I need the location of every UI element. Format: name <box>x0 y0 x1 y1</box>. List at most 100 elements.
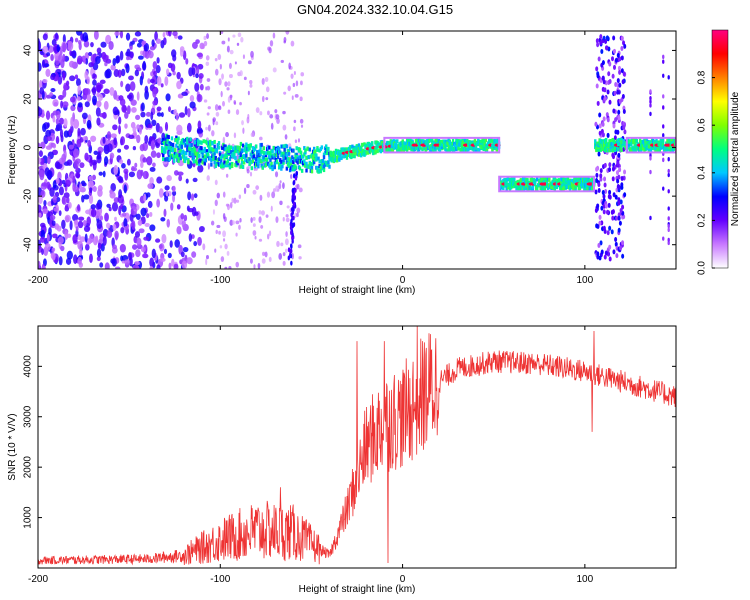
spectrogram-cell <box>506 176 509 181</box>
spectrogram-cell <box>271 191 276 199</box>
spectrogram-cell <box>214 164 217 169</box>
spectrogram-cell <box>42 123 47 132</box>
spectrogram-cell <box>649 103 652 108</box>
spectrogram-cell <box>282 160 285 165</box>
spectrogram-cell <box>291 155 294 160</box>
spectrogram-cell <box>255 185 260 190</box>
spectrogram-cell <box>144 134 149 144</box>
spectrogram-cell <box>616 160 620 166</box>
spectrogram-cell <box>86 76 90 85</box>
spectrogram-cell <box>168 151 172 156</box>
spectrogram-cell <box>226 159 229 164</box>
spectrogram-cell <box>122 212 127 217</box>
spectrogram-cell <box>285 217 290 223</box>
spectrogram-cell <box>560 187 563 192</box>
spectrogram-cell <box>218 230 221 235</box>
spectrogram-cell <box>63 130 69 138</box>
spectrogram-cell <box>205 86 208 91</box>
spectrogram-cell <box>275 216 279 223</box>
spectrogram-cell <box>58 186 64 196</box>
spectrogram-cell <box>312 153 316 158</box>
spectrogram-cell <box>335 155 339 160</box>
spectrogram-cell <box>596 203 600 209</box>
spectrogram-cell <box>207 145 211 150</box>
spectrogram-cell <box>191 67 196 76</box>
spectrogram-cell <box>667 227 670 233</box>
spectrogram-cell <box>131 40 135 45</box>
spectrogram-cell <box>200 150 203 155</box>
spectrogram-cell <box>215 161 219 166</box>
spectrogram-cell <box>136 91 140 101</box>
spectrogram-cell <box>600 205 604 211</box>
spectrogram-cell <box>76 138 82 148</box>
spectrogram-cell <box>572 183 575 188</box>
spectrogram-cell <box>292 173 296 179</box>
spectrogram-cell <box>221 151 225 155</box>
spectrogram-cell <box>583 178 586 183</box>
spectrogram-cell <box>182 138 186 143</box>
spectrogram-cell <box>237 151 240 156</box>
spectrogram-cell <box>229 150 233 155</box>
spectrogram-cell <box>662 124 665 129</box>
spectrogram-cell <box>213 160 216 165</box>
spectrogram-cell <box>46 181 51 190</box>
spectrogram-cell <box>578 186 582 191</box>
spectrogram-y-label: Frequency (Hz) <box>7 116 18 185</box>
spectrogram-cell <box>243 76 247 81</box>
spectrogram-cell <box>487 144 491 149</box>
spectrogram-cell <box>249 258 253 264</box>
spectrogram-cell <box>617 115 621 121</box>
spectrogram-cell <box>574 179 577 184</box>
spectrogram-cell <box>661 139 665 144</box>
spectrogram-cell <box>623 192 627 198</box>
spectrogram-cell <box>620 68 624 74</box>
spectrogram-cell <box>110 64 116 71</box>
spectrogram-cell <box>176 226 182 235</box>
spectrogram-cell <box>73 254 78 265</box>
colorbar-ticks: 0.0 0.2 0.4 0.6 0.8 <box>697 70 715 275</box>
spectrogram-cell <box>177 35 183 40</box>
spectrogram-cell <box>217 141 221 146</box>
spectrogram-cell <box>613 135 617 141</box>
spectrogram-cell <box>408 146 411 151</box>
spectrogram-cell <box>617 65 621 71</box>
spectrogram-cell <box>606 209 610 215</box>
spectrogram-cell <box>405 147 409 152</box>
spectrogram-cell <box>188 233 193 242</box>
spectrogram-cell <box>210 158 213 163</box>
spectrogram-cell <box>617 200 621 206</box>
spectrogram-cell <box>218 152 222 157</box>
spectrogram-cell <box>233 132 237 139</box>
spectrogram-cell <box>134 69 140 77</box>
spectrogram-cell <box>226 87 230 91</box>
spectrogram-cell <box>260 225 264 229</box>
spectrogram-cell <box>87 180 94 189</box>
spectrogram-cell <box>277 146 281 151</box>
spectrogram-cell <box>604 45 608 51</box>
spectrogram-cell <box>230 164 234 169</box>
spectrogram-cell <box>290 244 293 249</box>
spectrogram-cell <box>361 143 364 148</box>
spectrogram-cell <box>614 117 618 123</box>
spectrogram-cell <box>120 227 125 234</box>
spectrogram-cell <box>536 187 539 192</box>
spectrogram-cell <box>505 182 508 187</box>
spectrogram-cell <box>619 245 623 251</box>
spectrogram-cell <box>256 154 259 159</box>
spectrogram-cell <box>191 149 194 154</box>
spectrogram-cell <box>168 262 172 269</box>
spectrogram-cell <box>40 222 46 228</box>
x-tick-label: -200 <box>28 275 48 286</box>
spectrogram-cell <box>235 199 240 203</box>
spectrogram-cell <box>147 200 153 209</box>
spectrogram-cell <box>366 150 369 155</box>
colorbar-tick-label: 0.6 <box>697 118 708 132</box>
spectrogram-cell <box>285 159 289 164</box>
spectrogram-cell <box>631 146 634 151</box>
spectrogram-cell <box>520 184 524 189</box>
spectrogram-cell <box>222 164 225 169</box>
spectrogram-cell <box>65 179 71 187</box>
spectrogram-cell <box>616 178 620 184</box>
spectrogram-cell <box>249 171 253 177</box>
spectrogram-cell <box>290 260 293 266</box>
